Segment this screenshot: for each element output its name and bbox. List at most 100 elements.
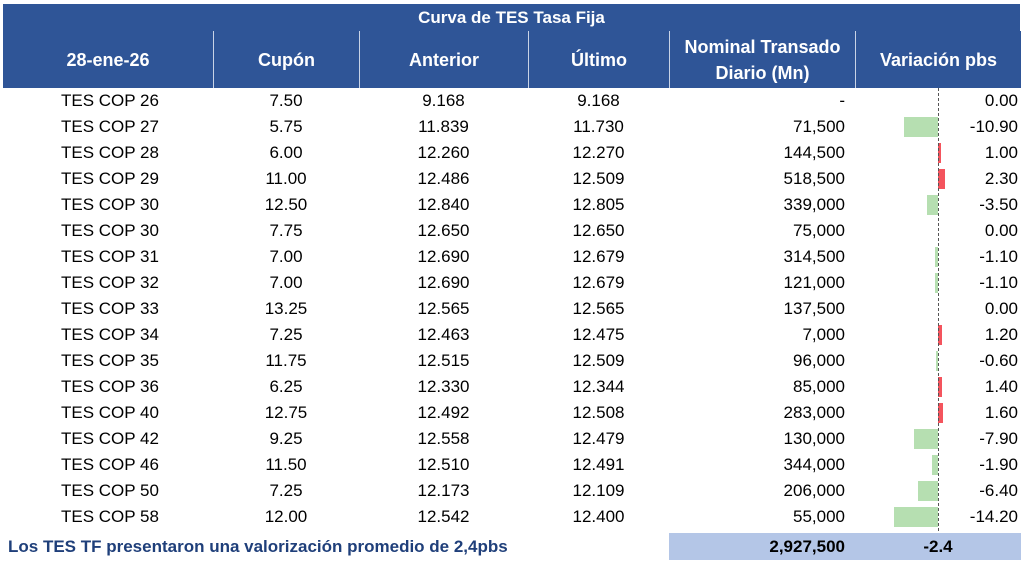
negative-variation-bar (934, 247, 938, 267)
anterior-value: 12.486 (417, 169, 470, 188)
cupon-value: 11.00 (265, 169, 307, 188)
ultimo-value: 12.344 (572, 377, 625, 396)
negative-variation-bar (927, 195, 938, 215)
bond-name: TES COP 50 (61, 481, 159, 500)
table-row: TES COP 30 12.50 12.840 12.805 339,000 -3.50 (3, 192, 1021, 218)
variacion-text: 0.00 (984, 91, 1018, 110)
footer-summary-box (669, 533, 1021, 560)
anterior-value: 12.330 (417, 377, 470, 396)
bond-name: TES COP 46 (61, 455, 159, 474)
positive-variation-bar (938, 169, 946, 189)
cupon-value: 7.00 (269, 273, 303, 292)
negative-variation-bar (936, 351, 938, 371)
variacion-text: -3.50 (979, 195, 1018, 214)
nominal-value: 137,500 (783, 299, 845, 318)
cupon-value: 6.00 (269, 143, 303, 162)
anterior-value: 12.492 (417, 403, 470, 422)
variacion-text: 1.20 (984, 325, 1018, 344)
variacion-value: 1.00 (855, 140, 1021, 166)
variation-zero-axis (938, 88, 939, 531)
table-row: TES COP 50 7.25 12.173 12.109 206,000 -6.40 (3, 478, 1021, 504)
variacion-text: 1.00 (984, 143, 1018, 162)
variacion-value: 1.60 (855, 400, 1021, 426)
variacion-text: -7.90 (979, 429, 1018, 448)
bond-name: TES COP 32 (61, 273, 159, 292)
negative-variation-bar (893, 507, 938, 527)
anterior-value: 12.463 (417, 325, 470, 344)
bond-name: TES COP 27 (61, 117, 159, 136)
nominal-value: 206,000 (783, 481, 845, 500)
anterior-value: 12.840 (417, 195, 470, 214)
nominal-value: 144,500 (783, 143, 845, 162)
table-row: TES COP 34 7.25 12.463 12.475 7,000 1.20 (3, 322, 1021, 348)
positive-variation-bar (938, 143, 942, 163)
header-variacion: Variación pbs (855, 31, 1021, 88)
table-row: TES COP 42 9.25 12.558 12.479 130,000 -7.90 (3, 426, 1021, 452)
ultimo-value: 12.650 (572, 221, 625, 240)
ultimo-value: 12.491 (572, 455, 625, 474)
tes-table: TES COP 26 7.50 9.168 9.168 - 0.00 TES COP 27 5… (3, 88, 1021, 530)
ultimo-value: 12.679 (572, 273, 625, 292)
bond-name: TES COP 42 (61, 429, 159, 448)
negative-variation-bar (934, 273, 938, 293)
nominal-value: 7,000 (802, 325, 845, 344)
nominal-value: 85,000 (793, 377, 845, 396)
negative-variation-bar (904, 117, 938, 137)
bond-name: TES COP 26 (61, 91, 159, 110)
variacion-text: 2.30 (984, 169, 1018, 188)
ultimo-value: 12.565 (572, 299, 625, 318)
table-row: TES COP 35 11.75 12.515 12.509 96,000 -0.60 (3, 348, 1021, 374)
header-cupon: Cupón (213, 31, 359, 88)
bond-name: TES COP 40 (61, 403, 159, 422)
footer-avg-variacion: -2.4 (923, 537, 953, 556)
variacion-value: 1.20 (855, 322, 1021, 348)
ultimo-value: 12.509 (572, 351, 625, 370)
cupon-value: 7.25 (269, 325, 303, 344)
cupon-value: 7.75 (269, 221, 303, 240)
anterior-value: 12.690 (417, 247, 470, 266)
ultimo-value: 12.475 (572, 325, 625, 344)
ultimo-value: 12.508 (572, 403, 625, 422)
cupon-value: 6.25 (269, 377, 303, 396)
cupon-value: 13.25 (264, 299, 308, 318)
anterior-value: 12.650 (417, 221, 470, 240)
bond-name: TES COP 28 (61, 143, 159, 162)
bond-name: TES COP 30 (61, 195, 159, 214)
variacion-value: 0.00 (855, 296, 1021, 322)
ultimo-value: 12.509 (572, 169, 625, 188)
cupon-value: 7.50 (269, 91, 303, 110)
ultimo-value: 12.109 (572, 481, 625, 500)
variacion-text: 0.00 (984, 221, 1018, 240)
variacion-value: -1.90 (855, 452, 1021, 478)
bond-name: TES COP 58 (61, 507, 159, 526)
anterior-value: 12.510 (417, 455, 470, 474)
bond-name: TES COP 35 (61, 351, 159, 370)
cupon-value: 11.75 (265, 351, 307, 370)
table-row: TES COP 40 12.75 12.492 12.508 283,000 1.60 (3, 400, 1021, 426)
header-ultimo: Último (528, 31, 669, 88)
variacion-text: 1.60 (984, 403, 1018, 422)
table-row: TES COP 31 7.00 12.690 12.679 314,500 -1.10 (3, 244, 1021, 270)
table-title: Curva de TES Tasa Fija (3, 4, 1020, 31)
header-date: 28-ene-26 (3, 31, 213, 88)
negative-variation-bar (913, 429, 938, 449)
negative-variation-bar (918, 481, 938, 501)
nominal-value: 71,500 (793, 117, 845, 136)
nominal-value: 344,000 (783, 455, 845, 474)
cupon-value: 12.50 (264, 195, 308, 214)
variacion-value: 0.00 (855, 88, 1021, 114)
nominal-value: - (839, 91, 845, 110)
ultimo-value: 12.270 (572, 143, 625, 162)
anterior-value: 12.690 (417, 273, 470, 292)
anterior-value: 12.173 (417, 481, 470, 500)
variacion-value: 1.40 (855, 374, 1021, 400)
positive-variation-bar (938, 403, 943, 423)
variacion-value: -3.50 (855, 192, 1021, 218)
bond-name: TES COP 31 (61, 247, 159, 266)
anterior-value: 12.515 (417, 351, 470, 370)
header-anterior: Anterior (359, 31, 528, 88)
table-row: TES COP 26 7.50 9.168 9.168 - 0.00 (3, 88, 1021, 114)
variacion-value: -1.10 (855, 244, 1021, 270)
anterior-value: 11.839 (418, 117, 469, 136)
footer-total-nominal: 2,927,500 (769, 537, 845, 556)
